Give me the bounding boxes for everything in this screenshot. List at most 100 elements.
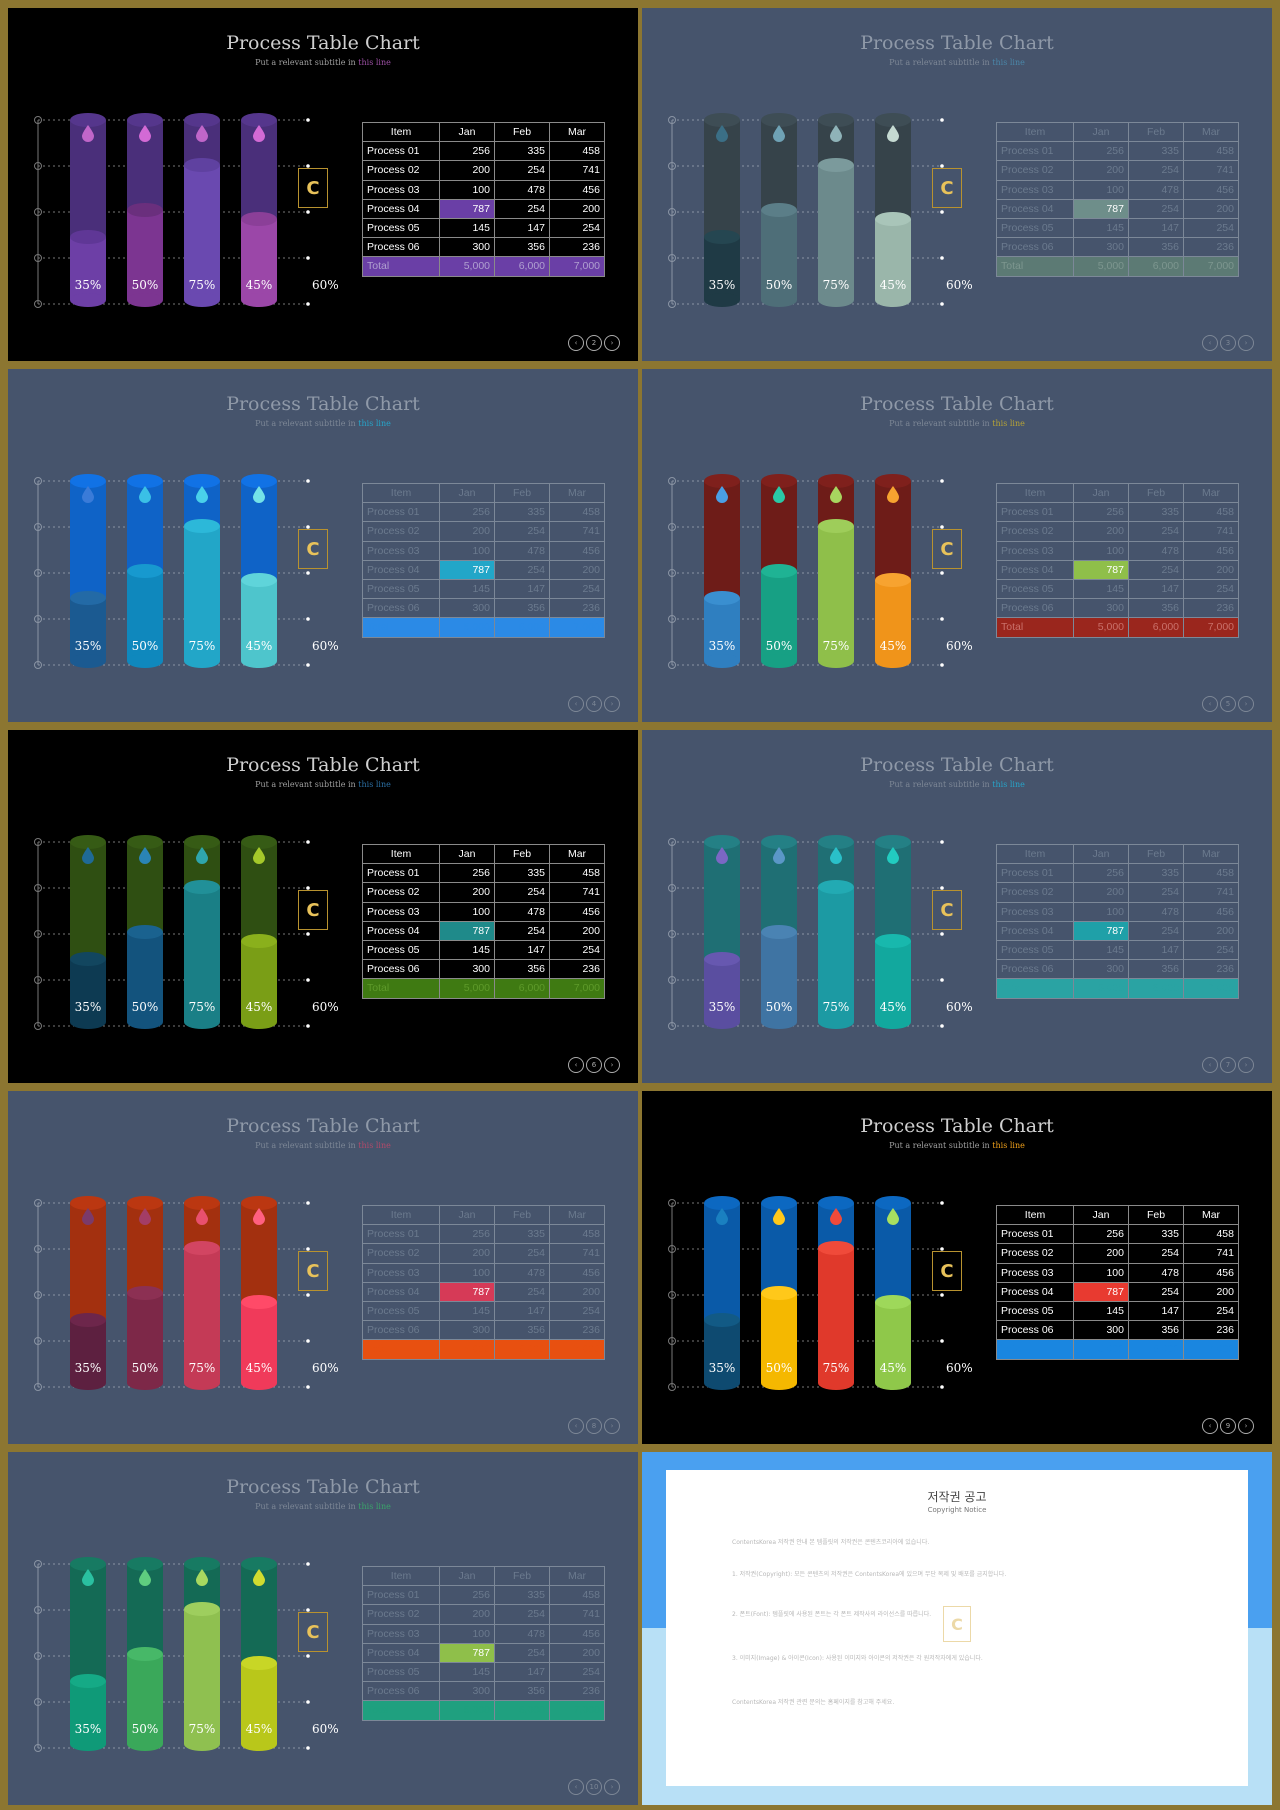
table-value-cell: 787 bbox=[1073, 920, 1129, 941]
next-page-button[interactable]: › bbox=[1238, 1057, 1254, 1073]
guide-node bbox=[34, 1383, 42, 1391]
table-item-cell: Total bbox=[996, 978, 1074, 999]
guide-end-dot bbox=[940, 118, 944, 122]
prev-page-button[interactable]: ‹ bbox=[568, 696, 584, 712]
prev-page-button[interactable]: ‹ bbox=[568, 1779, 584, 1795]
bar-percent-label: 35% bbox=[74, 639, 102, 653]
table-row: Process 04 787 254 200 bbox=[996, 198, 1239, 219]
table-value-cell: 7,000 bbox=[1183, 617, 1239, 638]
cylinder-bar: 35% bbox=[70, 830, 106, 1030]
water-drop-icon bbox=[830, 125, 842, 142]
table-item-cell: Total bbox=[362, 1700, 440, 1721]
table-header-cell: Feb bbox=[494, 1204, 550, 1226]
prev-page-button[interactable]: ‹ bbox=[568, 335, 584, 351]
cylinder-fill bbox=[241, 1302, 277, 1383]
table-value-cell: 147 bbox=[494, 939, 550, 961]
prev-page-button[interactable]: ‹ bbox=[1202, 1418, 1218, 1434]
table-row: Process 06 300 356 236 bbox=[362, 237, 605, 258]
table-value-cell: 7,000 bbox=[549, 978, 605, 999]
cylinder-top-cap bbox=[241, 113, 277, 127]
table-item-cell: Process 06 bbox=[362, 598, 440, 619]
guide-end-dot bbox=[306, 886, 310, 890]
slide: Process Table Chart Put a relevant subtit… bbox=[642, 8, 1272, 361]
prev-page-button[interactable]: ‹ bbox=[1202, 1057, 1218, 1073]
guide-node bbox=[34, 254, 42, 262]
cylinder-fill-cap bbox=[184, 1602, 220, 1616]
next-page-button[interactable]: › bbox=[604, 1779, 620, 1795]
guide-node bbox=[668, 661, 676, 669]
cylinder-chart: 35% 50% 75% 45% 60% bbox=[22, 469, 339, 669]
logo-badge: C bbox=[932, 168, 962, 208]
cylinder-bar: 75% bbox=[184, 1552, 220, 1752]
cylinder-bar: 50% bbox=[127, 108, 163, 308]
table-value-cell: 147 bbox=[1128, 578, 1184, 600]
table-row: Process 01 256 335 458 bbox=[362, 863, 605, 884]
prev-page-button[interactable]: ‹ bbox=[1202, 335, 1218, 351]
next-page-button[interactable]: › bbox=[604, 335, 620, 351]
cylinder-bottom-cap bbox=[818, 1376, 854, 1390]
table-value-cell: 200 bbox=[439, 1604, 495, 1625]
table-item-cell: Total bbox=[362, 978, 440, 999]
water-drop-icon bbox=[196, 125, 208, 142]
table-value-cell: 200 bbox=[549, 920, 605, 941]
next-page-button[interactable]: › bbox=[604, 1418, 620, 1434]
table-row: Process 05 145 147 254 bbox=[996, 1300, 1239, 1322]
table-value-cell: 456 bbox=[549, 1623, 605, 1644]
next-page-button[interactable]: › bbox=[1238, 335, 1254, 351]
prev-page-button[interactable]: ‹ bbox=[1202, 696, 1218, 712]
cylinder-bar: 75% bbox=[818, 1191, 854, 1391]
table-value-cell: 478 bbox=[1128, 179, 1184, 200]
guide-end-dot bbox=[306, 164, 310, 168]
guide-end-dot bbox=[306, 1562, 310, 1566]
cylinder-fill bbox=[241, 1663, 277, 1744]
cylinder-bottom-cap bbox=[241, 1015, 277, 1029]
table-header-cell: Mar bbox=[1183, 121, 1239, 143]
table-item-cell: Process 03 bbox=[362, 540, 440, 561]
cylinder-bottom-cap bbox=[70, 1376, 106, 1390]
table-header-cell: Item bbox=[996, 1204, 1074, 1226]
cylinder-bottom-cap bbox=[875, 654, 911, 668]
water-drop-icon bbox=[196, 1208, 208, 1225]
prev-page-button[interactable]: ‹ bbox=[568, 1418, 584, 1434]
page-number: 9 bbox=[1220, 1418, 1236, 1434]
next-page-button[interactable]: › bbox=[604, 1057, 620, 1073]
table-row: Process 02 200 254 741 bbox=[362, 1243, 605, 1264]
bar-percent-label: 45% bbox=[879, 1000, 907, 1014]
cylinder-bottom-cap bbox=[761, 1376, 797, 1390]
guide-node bbox=[668, 1337, 676, 1345]
table-item-cell: Process 05 bbox=[362, 1300, 440, 1322]
next-page-button[interactable]: › bbox=[604, 696, 620, 712]
cylinder-bar: 75% bbox=[818, 469, 854, 669]
table-item-cell: Process 06 bbox=[996, 1320, 1074, 1341]
cylinder-fill-cap bbox=[704, 952, 740, 966]
table-header-cell: Jan bbox=[439, 1565, 495, 1587]
extra-percent-label: 60% bbox=[946, 278, 973, 292]
cylinder-fill bbox=[818, 1248, 854, 1383]
slide: Process Table Chart Put a relevant subtit… bbox=[8, 8, 638, 361]
table-item-cell: Process 03 bbox=[996, 540, 1074, 561]
next-page-button[interactable]: › bbox=[1238, 696, 1254, 712]
table-value-cell: 236 bbox=[549, 237, 605, 258]
cylinder-fill-cap bbox=[875, 573, 911, 587]
bar-percent-label: 75% bbox=[188, 278, 216, 292]
cylinder-fill bbox=[704, 237, 740, 300]
guide-end-dot bbox=[306, 978, 310, 982]
guide-end-dot bbox=[306, 1247, 310, 1251]
cylinder-fill-cap bbox=[761, 925, 797, 939]
table-value-cell: 787 bbox=[1073, 1281, 1129, 1302]
cylinder-top-cap bbox=[761, 835, 797, 849]
table-value-cell: 256 bbox=[439, 1585, 495, 1606]
table-row: Process 04 787 254 200 bbox=[362, 1281, 605, 1302]
table-value-cell: 236 bbox=[1183, 237, 1239, 258]
bar-percent-label: 50% bbox=[131, 1361, 159, 1375]
cylinder-fill-cap bbox=[875, 934, 911, 948]
next-page-button[interactable]: › bbox=[1238, 1418, 1254, 1434]
cylinder-top-cap bbox=[127, 835, 163, 849]
table-value-cell: 254 bbox=[1128, 1281, 1184, 1302]
table-row: Process 01 256 335 458 bbox=[362, 502, 605, 523]
cylinder-fill-cap bbox=[704, 1313, 740, 1327]
cylinder-bottom-cap bbox=[704, 293, 740, 307]
prev-page-button[interactable]: ‹ bbox=[568, 1057, 584, 1073]
water-drop-icon bbox=[196, 1569, 208, 1586]
table-value-cell: 787 bbox=[439, 198, 495, 219]
